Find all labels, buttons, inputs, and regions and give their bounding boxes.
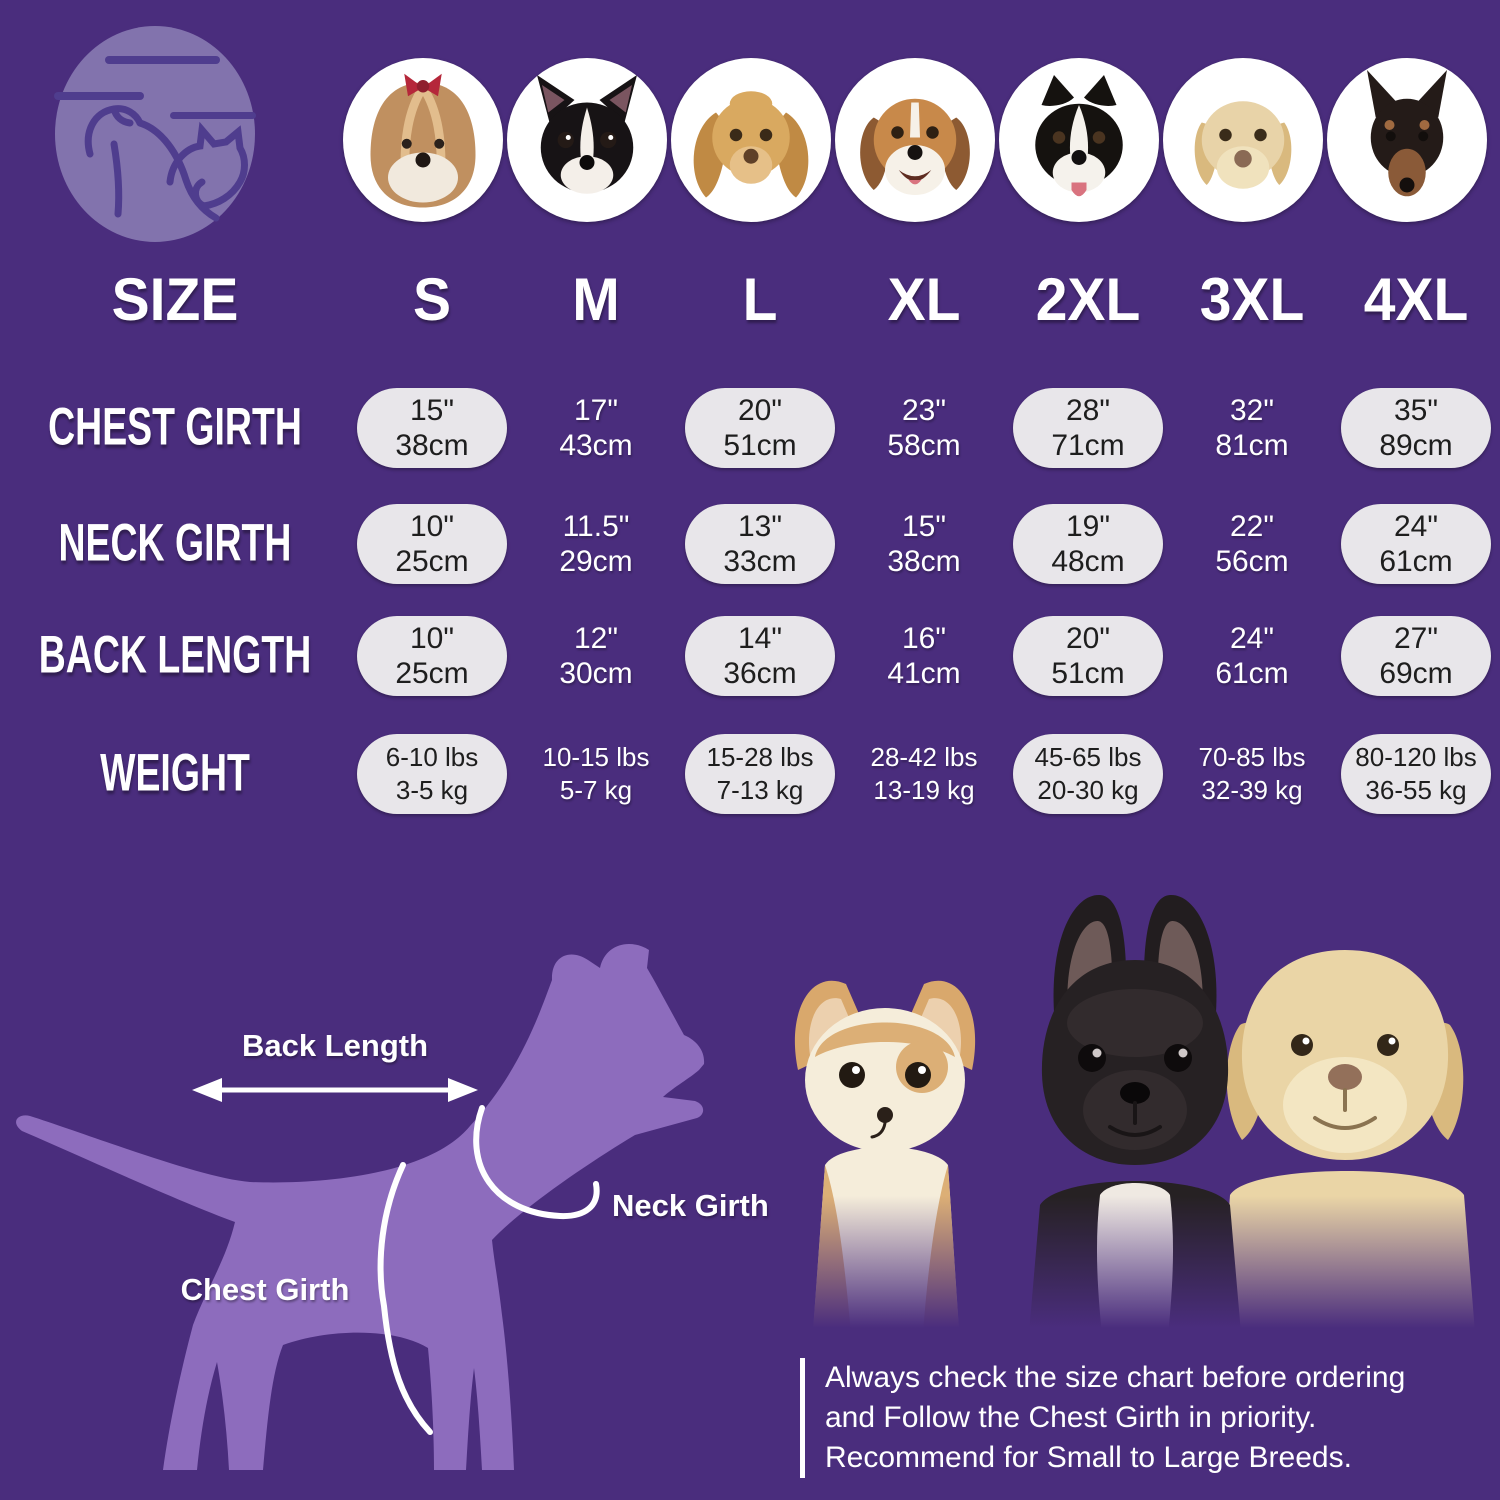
breed-photo-labrador — [1163, 58, 1323, 222]
note-line: and Follow the Chest Girth in priority. — [825, 1401, 1317, 1434]
size-cell: 10" 25cm — [357, 615, 507, 696]
row-label-back-length: BACK LENGTH — [38, 626, 312, 685]
size-col-s: S — [412, 265, 452, 333]
breed-photo-shih-tzu — [343, 58, 503, 222]
size-cell: 10-15 lbs 5-7 kg — [542, 741, 650, 805]
size-cell: 6-10 lbs 3-5 kg — [357, 733, 507, 814]
dog-silhouette-graphic — [16, 944, 705, 1470]
size-cell: 11.5" 29cm — [559, 509, 633, 578]
size-cell: 15-28 lbs 7-13 kg — [685, 733, 835, 814]
size-cell: 32" 81cm — [1215, 393, 1289, 462]
size-cell: 45-65 lbs 20-30 kg — [1013, 733, 1163, 814]
chest-girth-label: Chest Girth — [180, 1272, 350, 1307]
size-cell: 35" 89cm — [1341, 387, 1491, 468]
breed-photo-doberman — [1327, 58, 1487, 222]
size-cell: 24" 61cm — [1215, 621, 1289, 690]
note-accent-bar — [800, 1358, 805, 1478]
size-header-row: SIZE S M L XL 2XL 3XL 4XL — [0, 262, 1498, 336]
size-cell: 20" 51cm — [1013, 615, 1163, 696]
size-cell: 28" 71cm — [1013, 387, 1163, 468]
size-cell: 15" 38cm — [357, 387, 507, 468]
size-col-3xl: 3XL — [1199, 265, 1305, 333]
photo-fade-overlay — [770, 1196, 1500, 1346]
row-label-neck-girth: NECK GIRTH — [58, 514, 292, 573]
breed-photo-border-collie — [999, 58, 1159, 222]
size-cell: 23" 58cm — [887, 393, 961, 462]
row-label-chest-girth: CHEST GIRTH — [48, 398, 302, 457]
dogs-photo-group — [770, 865, 1500, 1346]
table-row-neck-girth: NECK GIRTH 10" 25cm 11.5" 29cm 13" 33cm 15"… — [0, 486, 1498, 601]
size-col-xl: XL — [887, 265, 961, 333]
neck-girth-label: Neck Girth — [612, 1188, 769, 1223]
note-line: Always check the size chart before order… — [825, 1361, 1406, 1394]
breed-photo-boston-terrier — [507, 58, 667, 222]
breed-photo-row — [343, 58, 1491, 222]
breed-photo-cocker-spaniel — [671, 58, 831, 222]
note-line: Recommend for Small to Large Breeds. — [825, 1441, 1352, 1474]
row-label-weight: WEIGHT — [100, 744, 250, 803]
sizing-note: Always check the size chart before order… — [800, 1358, 1405, 1478]
size-cell: 22" 56cm — [1215, 509, 1289, 578]
chest-girth-curve — [377, 1162, 433, 1435]
size-cell: 15" 38cm — [887, 509, 961, 578]
size-col-4xl: 4XL — [1363, 265, 1469, 333]
back-length-label: Back Length — [241, 1028, 429, 1063]
size-cell: 20" 51cm — [685, 387, 835, 468]
size-cell: 19" 48cm — [1013, 503, 1163, 584]
table-row-weight: WEIGHT 6-10 lbs 3-5 kg 10-15 lbs 5-7 kg 15… — [0, 716, 1498, 831]
size-cell: 28-42 lbs 13-19 kg — [870, 741, 978, 805]
size-corner-label: SIZE — [111, 265, 239, 333]
breed-photo-beagle — [835, 58, 995, 222]
size-cell: 27" 69cm — [1341, 615, 1491, 696]
size-cell: 14" 36cm — [685, 615, 835, 696]
pet-brand-logo-icon — [54, 26, 256, 242]
size-cell: 12" 30cm — [559, 621, 633, 690]
size-cell: 24" 61cm — [1341, 503, 1491, 584]
size-col-2xl: 2XL — [1035, 265, 1141, 333]
back-length-arrow — [192, 1078, 478, 1102]
size-cell: 17" 43cm — [559, 393, 633, 462]
size-cell: 10" 25cm — [357, 503, 507, 584]
size-cell: 13" 33cm — [685, 503, 835, 584]
size-cell: 70-85 lbs 32-39 kg — [1198, 741, 1306, 805]
table-row-back-length: BACK LENGTH 10" 25cm 12" 30cm 14" 36cm 16" 4… — [0, 598, 1498, 713]
neck-girth-curve — [473, 1105, 600, 1220]
measurement-diagram: Back Length Neck Girth Chest Girth — [0, 930, 780, 1500]
size-col-l: L — [742, 265, 778, 333]
size-cell: 16" 41cm — [887, 621, 961, 690]
table-row-chest-girth: CHEST GIRTH 15" 38cm 17" 43cm 20" 51cm 23" 5… — [0, 370, 1498, 485]
size-cell: 80-120 lbs 36-55 kg — [1341, 733, 1491, 814]
size-col-m: M — [572, 265, 620, 333]
